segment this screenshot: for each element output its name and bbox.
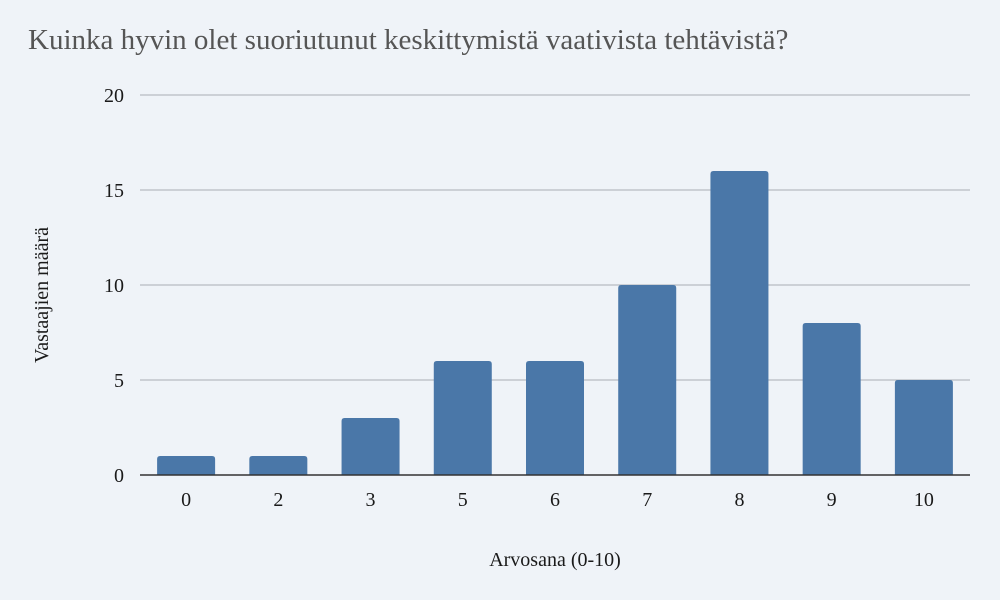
x-tick-label: 3 xyxy=(366,489,376,511)
x-tick-label: 5 xyxy=(458,489,468,511)
x-tick-label: 6 xyxy=(550,489,560,511)
x-axis-ticks: 0 2 3 5 6 7 8 9 10 xyxy=(181,489,934,511)
x-tick-label: 7 xyxy=(642,489,652,511)
x-tick-label: 9 xyxy=(827,489,837,511)
bars xyxy=(157,171,953,475)
y-tick-label: 15 xyxy=(104,180,124,202)
bar-10 xyxy=(894,380,953,475)
x-tick-label: 2 xyxy=(273,489,283,511)
x-tick-label: 8 xyxy=(734,489,744,511)
chart-title: Kuinka hyvin olet suoriutunut keskittymi… xyxy=(28,24,789,56)
bar-3 xyxy=(341,418,400,475)
y-tick-label: 20 xyxy=(104,85,124,107)
bar-8 xyxy=(710,171,769,475)
y-tick-label: 10 xyxy=(104,275,124,297)
y-axis-label: Vastaajien määrä xyxy=(31,227,53,363)
bar-5 xyxy=(433,361,492,475)
x-tick-label: 0 xyxy=(181,489,191,511)
y-tick-label: 5 xyxy=(114,370,124,392)
y-axis-ticks: 0 5 10 15 20 xyxy=(104,85,124,487)
y-tick-label: 0 xyxy=(114,465,124,487)
bar-9 xyxy=(802,323,861,475)
bar-2 xyxy=(249,456,308,475)
bar-0 xyxy=(157,456,216,475)
bar-6 xyxy=(526,361,584,475)
x-tick-label: 10 xyxy=(914,489,934,511)
x-axis-label: Arvosana (0-10) xyxy=(489,549,621,571)
bar-7 xyxy=(618,285,677,475)
